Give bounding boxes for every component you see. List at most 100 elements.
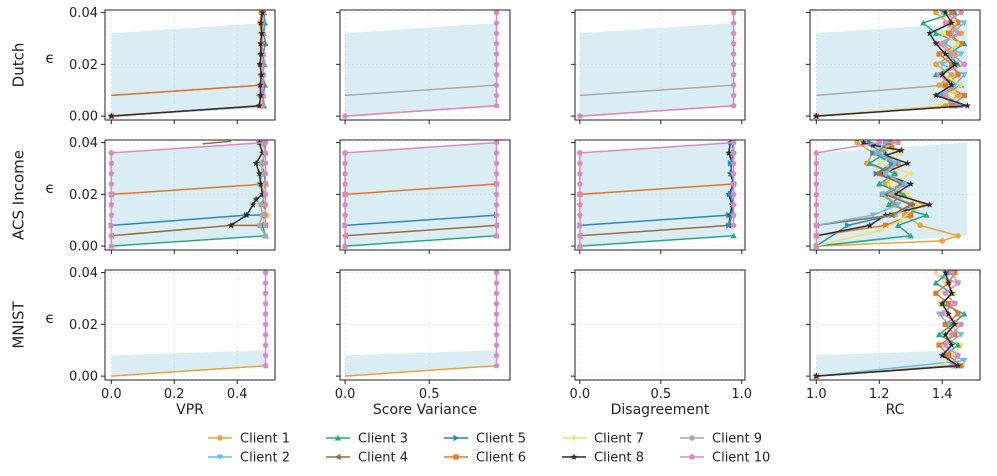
point-client-10	[493, 10, 500, 16]
point-client-7	[914, 201, 920, 208]
point-client-8	[948, 341, 956, 348]
point-client-7	[905, 191, 910, 198]
point-client-10	[730, 180, 737, 187]
series-client-10-curve-5	[342, 140, 500, 239]
point-client-10	[342, 211, 348, 218]
point-client-8	[243, 211, 251, 218]
point-client-10	[493, 232, 500, 239]
point-client-8	[932, 91, 940, 99]
axes-frame	[339, 139, 511, 251]
point-client-2	[942, 41, 949, 47]
point-client-8	[258, 10, 266, 16]
series-client-1-curve-0	[111, 365, 266, 377]
series-line-client-1	[344, 365, 497, 377]
series-client-10-curve-7	[576, 140, 737, 228]
point-client-8	[107, 112, 115, 120]
point-client-8	[812, 112, 820, 120]
column-xlabels: VPR Score Variance Disagreement RC	[176, 402, 904, 418]
point-client-2	[882, 171, 889, 177]
point-client-3	[923, 211, 930, 218]
point-client-1	[933, 61, 939, 68]
point-client-8	[249, 201, 257, 208]
point-client-10	[936, 71, 943, 78]
axes-frame	[574, 269, 746, 381]
x-axis-label-score-variance: Score Variance	[373, 402, 477, 418]
point-client-3	[894, 222, 902, 228]
point-client-10	[262, 149, 269, 156]
point-client-3	[730, 232, 737, 239]
series-client-10-curve-9	[813, 140, 902, 249]
point-client-10	[951, 300, 958, 307]
point-client-10	[730, 160, 737, 166]
legend-label: Client 3	[358, 432, 408, 447]
point-client-10	[262, 279, 269, 286]
point-client-10	[493, 140, 500, 146]
point-client-7	[952, 19, 958, 27]
legend-entry-client-4: Client 4	[326, 451, 408, 466]
panel-acs-income-disagreement	[571, 139, 746, 254]
y-axis-label: ϵ	[45, 49, 54, 67]
point-client-10	[108, 201, 115, 208]
axes-frame	[104, 139, 276, 251]
point-client-10	[576, 222, 583, 228]
point-client-8	[938, 351, 946, 359]
point-client-1	[936, 82, 942, 88]
point-client-6	[949, 10, 955, 16]
series-line-client-9	[579, 84, 734, 97]
point-client-8	[866, 221, 874, 229]
point-client-10	[342, 180, 348, 187]
series-client-4-curve-4	[202, 140, 231, 145]
point-client-4	[876, 170, 882, 177]
confidence-band	[111, 22, 266, 117]
y-tick-label: 0.02	[69, 318, 98, 333]
legend-label: Client 6	[476, 451, 526, 466]
point-client-10	[262, 352, 269, 358]
point-client-3	[885, 201, 892, 208]
point-client-10	[493, 352, 500, 358]
gridlines	[575, 140, 745, 250]
x-axis-label-disagreement: Disagreement	[611, 402, 710, 418]
point-client-6	[882, 222, 889, 229]
point-client-6	[936, 342, 942, 348]
point-client-10	[730, 71, 737, 78]
point-client-3	[907, 232, 914, 239]
series-line-client-9	[344, 84, 497, 97]
point-client-10	[262, 180, 269, 187]
legend-entry-client-9: Client 9	[680, 432, 762, 447]
legend-marker	[453, 454, 459, 460]
point-client-7	[877, 227, 882, 234]
point-client-10	[493, 222, 500, 228]
point-client-7	[877, 160, 882, 167]
point-client-8	[932, 40, 940, 47]
x-tick-label: 1.0	[731, 387, 752, 402]
legend-marker	[689, 453, 695, 460]
point-client-10	[342, 170, 348, 177]
series-client-10-curve-2	[576, 10, 737, 119]
point-client-7	[939, 30, 945, 37]
row-labels: Dutch ACS Income MNIST	[10, 43, 28, 349]
point-client-8	[926, 201, 934, 208]
series-line-client-10	[579, 141, 735, 226]
series-line-client-3	[344, 235, 497, 247]
y-tick-label: 0.00	[69, 370, 98, 385]
axes-frame	[104, 9, 276, 121]
x-tick-label: 1.2	[869, 387, 890, 402]
point-client-10	[730, 222, 737, 228]
panel-mnist-vpr: 0.00 0.02 0.04 ϵ 0.0 0.2 0.4	[45, 266, 276, 402]
point-client-10	[262, 310, 269, 317]
point-client-10	[730, 201, 737, 208]
row-label-mnist: MNIST	[10, 301, 28, 349]
point-client-10	[942, 341, 949, 348]
point-client-6	[945, 30, 952, 36]
confidence-band	[816, 350, 958, 377]
axes-frame	[574, 9, 746, 121]
point-client-6	[958, 41, 964, 47]
confidence-band	[111, 142, 266, 247]
point-client-8	[812, 372, 820, 380]
x-tick-label: 0.0	[570, 387, 591, 402]
point-client-10	[493, 71, 500, 78]
point-client-9	[258, 160, 264, 167]
point-client-8	[882, 151, 889, 159]
series-line-client-5	[579, 214, 729, 227]
